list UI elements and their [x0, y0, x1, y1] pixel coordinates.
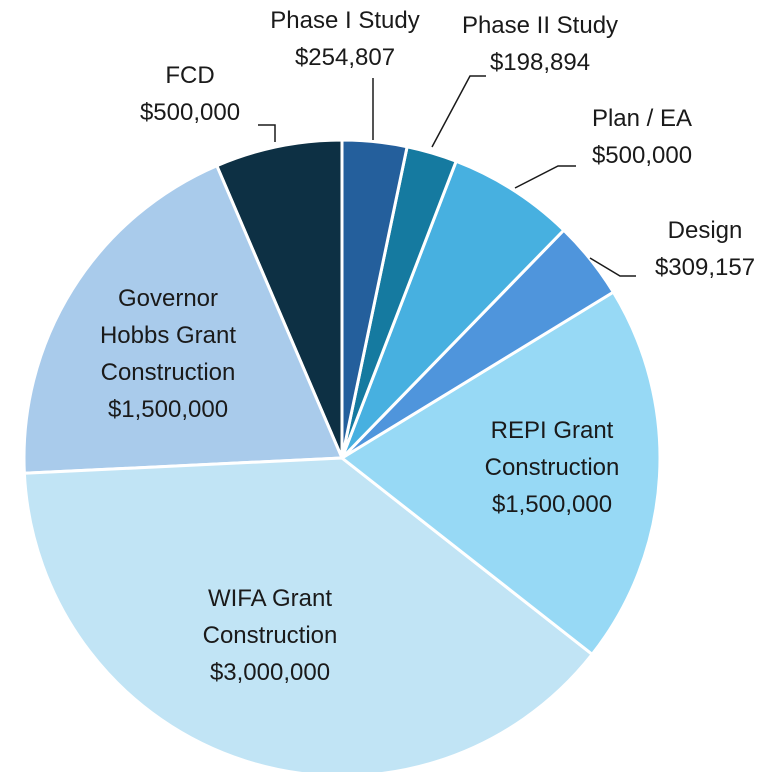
- category-label: Design: [667, 217, 743, 244]
- leader-line: [431, 75, 486, 148]
- pie-slice: [340, 138, 409, 460]
- pie-slice: [340, 290, 662, 656]
- pie-slice: [340, 159, 566, 460]
- slice-label: Design $309,157: [605, 212, 775, 286]
- value-label: $309,157: [654, 254, 756, 281]
- value-label: $198,894: [489, 49, 591, 76]
- slice-label: WIFA Grant Construction $3,000,000: [190, 580, 350, 691]
- value-label: $1,500,000: [107, 396, 229, 423]
- category-label: Phase II Study: [461, 12, 619, 39]
- category-label: Plan / EA: [591, 105, 693, 132]
- category-label: WIFA Grant Construction: [202, 585, 338, 649]
- leader-line: [589, 257, 636, 277]
- value-label: $3,000,000: [209, 659, 331, 686]
- slice-label: Governor Hobbs Grant Construction $1,500,…: [88, 280, 248, 428]
- slice-label: REPI Grant Construction $1,500,000: [472, 412, 632, 523]
- slice-label: Phase II Study $198,894: [440, 7, 640, 81]
- slice-label: Plan / EA $500,000: [542, 100, 742, 174]
- leader-line: [514, 165, 576, 189]
- category-label: REPI Grant Construction: [484, 417, 620, 481]
- pie-slice: [215, 138, 344, 460]
- leader-line: [258, 124, 276, 142]
- value-label: $500,000: [139, 99, 241, 126]
- pie-slice: [22, 164, 344, 475]
- value-label: $254,807: [294, 44, 396, 71]
- category-label: Governor Hobbs Grant Construction: [99, 285, 237, 386]
- slice-label: Phase I Study $254,807: [245, 2, 445, 76]
- slice-label: FCD $500,000: [90, 57, 290, 131]
- value-label: $500,000: [591, 142, 693, 169]
- pie-slice: [22, 456, 594, 772]
- category-label: Phase I Study: [270, 7, 420, 34]
- category-label: FCD: [165, 62, 215, 89]
- value-label: $1,500,000: [491, 491, 613, 518]
